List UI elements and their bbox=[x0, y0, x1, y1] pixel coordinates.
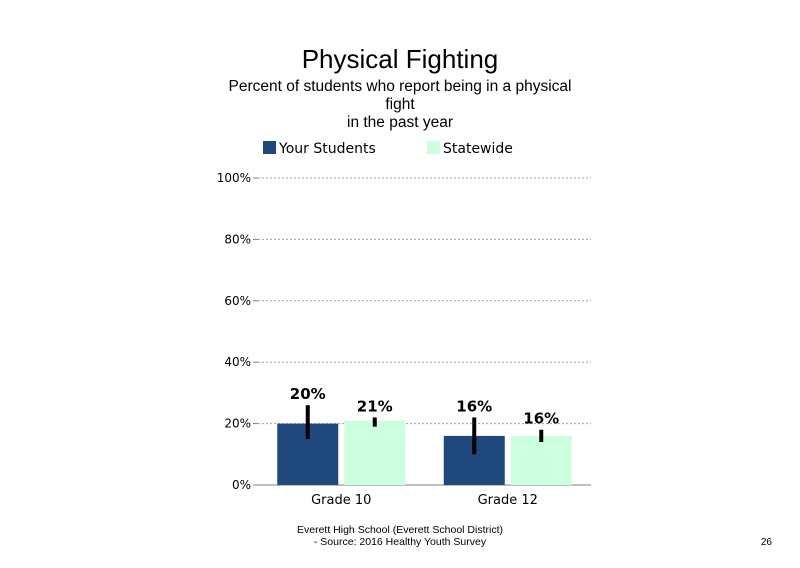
data-label-grade-10-statewide: 21% bbox=[357, 397, 393, 415]
x-tick-label-grade-12: Grade 12 bbox=[478, 493, 538, 508]
data-label-grade-12-statewide: 16% bbox=[523, 410, 559, 428]
footer: Everett High School (Everett School Dist… bbox=[200, 524, 600, 548]
chart-legend: Your Students Statewide bbox=[263, 139, 563, 159]
subtitle-line-2: fight bbox=[385, 96, 415, 113]
legend-label-your-students: Your Students bbox=[279, 141, 376, 157]
y-tick-label-80: 80% bbox=[224, 232, 251, 246]
data-label-grade-12-your-students: 16% bbox=[456, 397, 492, 415]
bar-grade-10-statewide bbox=[344, 420, 406, 485]
y-tick-label-60: 60% bbox=[224, 294, 251, 308]
footer-school: Everett High School (Everett School Dist… bbox=[297, 524, 503, 536]
subtitle-line-3: in the past year bbox=[347, 114, 453, 131]
footer-source: - Source: 2016 Healthy Youth Survey bbox=[313, 536, 487, 548]
chart-title: Physical Fighting bbox=[301, 44, 499, 74]
y-tick-label-0: 0% bbox=[232, 478, 251, 492]
page-number: 26 bbox=[760, 537, 772, 548]
y-tick-label-20: 20% bbox=[224, 417, 251, 431]
y-tick-label-40: 40% bbox=[224, 355, 251, 369]
subtitle-line-1: Percent of students who report being in … bbox=[228, 78, 572, 95]
legend-swatch-statewide bbox=[427, 141, 440, 154]
bar-grade-12-statewide bbox=[510, 435, 572, 485]
legend-swatch-your-students bbox=[263, 141, 276, 154]
chart-subtitle: Percent of students who report being in … bbox=[200, 78, 600, 132]
y-tick-label-100: 100% bbox=[217, 171, 251, 185]
legend-label-statewide: Statewide bbox=[443, 141, 513, 157]
data-label-grade-10-your-students: 20% bbox=[290, 385, 326, 403]
x-tick-label-grade-10: Grade 10 bbox=[311, 493, 371, 508]
